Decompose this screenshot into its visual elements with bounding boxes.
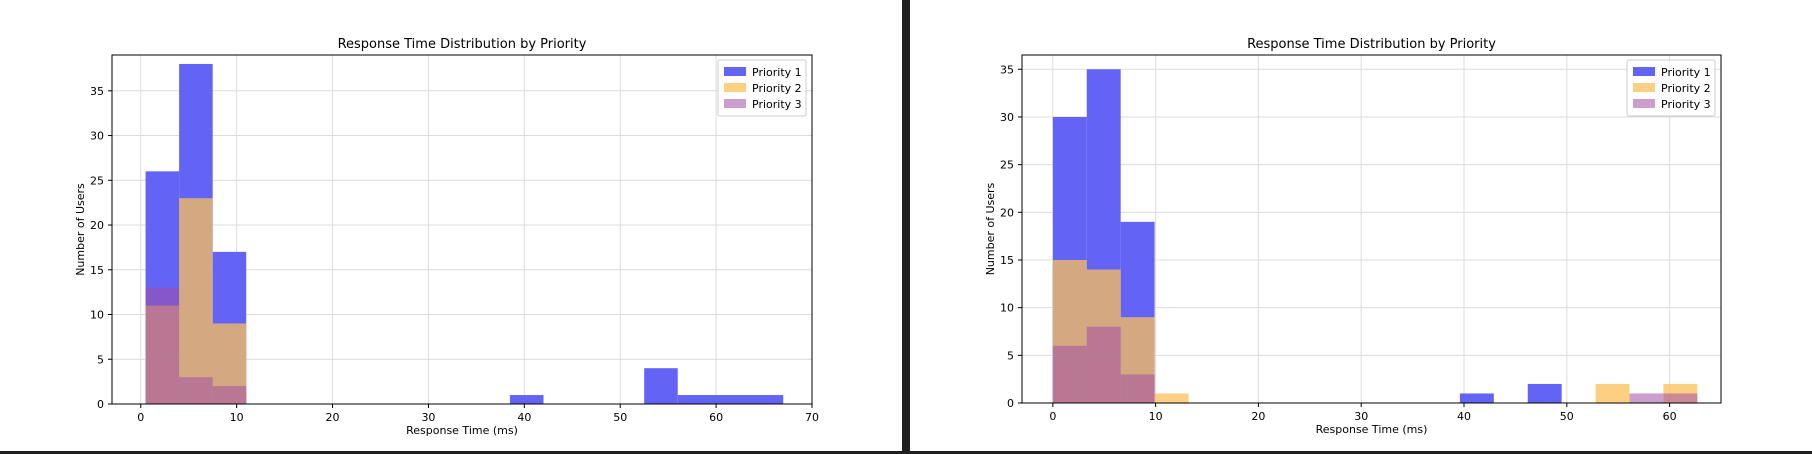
histogram-bar bbox=[1663, 393, 1698, 403]
legend-label: Priority 1 bbox=[752, 66, 802, 79]
legend-swatch bbox=[724, 67, 746, 76]
chart-right: 0 10 20 30 40 50 60 0 5 10 15 20 25 30 35 Response Time… bbox=[984, 37, 1722, 436]
y-tick-label: 30 bbox=[1000, 111, 1014, 124]
legend-label: Priority 3 bbox=[752, 98, 802, 111]
y-tick-label: 10 bbox=[1000, 302, 1014, 315]
histogram-bar bbox=[1527, 383, 1562, 403]
chart-title: Response Time Distribution by Priority bbox=[1247, 37, 1496, 52]
left-bottom-rule bbox=[0, 451, 902, 454]
y-tick-label: 25 bbox=[1000, 159, 1014, 172]
right-chart-panel: 0 10 20 30 40 50 60 0 5 10 15 20 25 30 35 Response Time… bbox=[910, 0, 1812, 454]
chart-left: 0 10 20 30 40 50 60 70 0 5 10 15 20 25 30 35 Response Ti… bbox=[74, 37, 819, 437]
x-tick-label: 60 bbox=[1663, 410, 1677, 423]
histogram-bar bbox=[1052, 345, 1087, 403]
plot-frame bbox=[1021, 54, 1722, 404]
panel-divider bbox=[902, 0, 910, 454]
y-axis-label: Number of Users bbox=[74, 183, 87, 276]
y-tick-label: 30 bbox=[90, 130, 104, 143]
histogram-bar bbox=[179, 198, 213, 404]
y-tick-label: 20 bbox=[90, 219, 104, 232]
x-tick-label: 10 bbox=[230, 411, 244, 424]
plot-frame bbox=[111, 54, 813, 405]
y-tick-label: 25 bbox=[90, 174, 104, 187]
x-tick-label: 70 bbox=[805, 411, 819, 424]
x-tick-label: 30 bbox=[421, 411, 435, 424]
left-chart-panel: 0 10 20 30 40 50 60 70 0 5 10 15 20 25 30 35 Response Ti… bbox=[0, 0, 902, 454]
histogram-bar bbox=[179, 377, 213, 404]
y-tick-label: 20 bbox=[1000, 206, 1014, 219]
legend-swatch bbox=[724, 99, 746, 108]
x-tick-label: 0 bbox=[137, 411, 144, 424]
histogram-bar bbox=[212, 386, 247, 404]
x-tick-label: 30 bbox=[1354, 410, 1368, 423]
x-tick-label: 50 bbox=[613, 411, 627, 424]
y-tick-label: 5 bbox=[1007, 349, 1014, 362]
legend-label: Priority 2 bbox=[752, 82, 802, 95]
y-tick-label: 15 bbox=[90, 264, 104, 277]
histogram-bar bbox=[1459, 393, 1494, 403]
x-tick-label: 50 bbox=[1560, 410, 1574, 423]
legend-label: Priority 2 bbox=[1661, 82, 1711, 95]
x-tick-label: 40 bbox=[517, 411, 531, 424]
y-axis-label: Number of Users bbox=[984, 182, 997, 275]
histogram-bar bbox=[1154, 393, 1189, 403]
histogram-bar bbox=[677, 395, 784, 404]
y-tick-label: 35 bbox=[90, 85, 104, 98]
x-tick-label: 40 bbox=[1457, 410, 1471, 423]
histogram-bar bbox=[145, 287, 180, 404]
y-tick-label: 15 bbox=[1000, 254, 1014, 267]
y-tick-label: 5 bbox=[97, 353, 104, 366]
legend-swatch bbox=[1633, 67, 1655, 76]
x-tick-label: 10 bbox=[1149, 410, 1163, 423]
x-axis-label: Response Time (ms) bbox=[406, 424, 518, 437]
histogram-bar bbox=[1595, 383, 1630, 403]
y-tick-label: 10 bbox=[90, 309, 104, 322]
histogram-bar bbox=[644, 368, 678, 404]
chart-title: Response Time Distribution by Priority bbox=[338, 37, 587, 52]
legend-label: Priority 1 bbox=[1661, 66, 1711, 79]
histogram-bar bbox=[1120, 374, 1155, 403]
x-tick-label: 20 bbox=[1251, 410, 1265, 423]
histogram-bar bbox=[1086, 326, 1121, 403]
x-axis-label: Response Time (ms) bbox=[1316, 423, 1428, 436]
y-tick-label: 0 bbox=[1007, 397, 1014, 410]
legend-label: Priority 3 bbox=[1661, 98, 1711, 111]
y-tick-label: 35 bbox=[1000, 63, 1014, 76]
histogram-bar bbox=[509, 395, 544, 404]
legend-swatch bbox=[724, 83, 746, 92]
right-bottom-rule bbox=[910, 451, 1812, 454]
legend-swatch bbox=[1633, 83, 1655, 92]
x-tick-label: 0 bbox=[1049, 410, 1056, 423]
y-tick-label: 0 bbox=[97, 398, 104, 411]
legend-swatch bbox=[1633, 99, 1655, 108]
x-tick-label: 60 bbox=[709, 411, 723, 424]
histogram-bar bbox=[1629, 393, 1664, 403]
x-tick-label: 20 bbox=[326, 411, 340, 424]
